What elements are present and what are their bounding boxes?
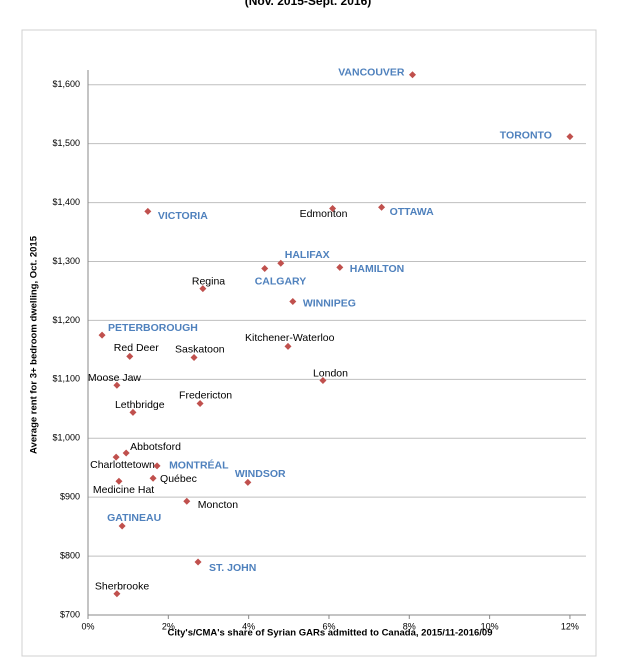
point-label: GATINEAU xyxy=(107,512,161,524)
point-label: WINDSOR xyxy=(235,468,286,480)
point-label: ST. JOHN xyxy=(209,562,256,574)
point-label: London xyxy=(313,367,348,379)
point-label: Edmonton xyxy=(300,208,348,220)
data-point xyxy=(122,449,130,457)
data-point xyxy=(194,558,202,566)
y-tick-label: $1,000 xyxy=(52,433,80,443)
point-label: HALIFAX xyxy=(285,249,330,261)
chart-subtitle: (Nov. 2015-Sept. 2016) xyxy=(245,0,372,8)
data-point xyxy=(199,285,207,293)
point-label: MONTRÉAL xyxy=(169,459,229,472)
point-label: VICTORIA xyxy=(158,210,208,222)
point-label: VANCOUVER xyxy=(338,66,405,78)
x-tick-label: 8% xyxy=(403,621,416,631)
data-point xyxy=(126,352,134,360)
point-label: Charlottetown xyxy=(90,459,155,471)
point-label: Fredericton xyxy=(179,389,232,401)
x-tick-label: 6% xyxy=(322,621,335,631)
x-tick-label: 12% xyxy=(561,621,579,631)
point-label: HAMILTON xyxy=(350,263,404,275)
point-label: CALGARY xyxy=(255,275,307,287)
data-point xyxy=(378,203,386,211)
data-point xyxy=(244,478,252,486)
data-point xyxy=(183,497,191,505)
point-label: PETERBOROUGH xyxy=(108,322,198,334)
data-point xyxy=(112,453,120,461)
y-tick-label: $1,500 xyxy=(52,138,80,148)
data-point xyxy=(261,265,269,273)
chart-frame xyxy=(21,29,597,657)
point-label: Kitchener-Waterloo xyxy=(245,332,335,344)
data-point xyxy=(566,133,574,141)
y-axis-label: Average rent for 3+ bedroom dwelling, Oc… xyxy=(29,235,40,454)
y-tick-label: $1,100 xyxy=(52,374,80,384)
y-tick-label: $900 xyxy=(60,492,80,502)
data-point xyxy=(409,71,417,79)
point-label: Lethbridge xyxy=(115,399,165,411)
data-point xyxy=(129,408,137,416)
point-label: Regina xyxy=(192,275,225,287)
point-label: Moncton xyxy=(198,499,238,511)
data-point xyxy=(115,477,123,485)
data-point xyxy=(113,590,121,598)
x-tick-label: 2% xyxy=(162,621,175,631)
point-label: Saskatoon xyxy=(175,343,225,355)
y-tick-label: $700 xyxy=(60,609,80,619)
point-label: Sherbrooke xyxy=(95,581,149,593)
point-label: WINNIPEG xyxy=(303,297,356,309)
x-tick-label: 10% xyxy=(481,621,499,631)
y-tick-label: $800 xyxy=(60,550,80,560)
data-point xyxy=(319,377,327,385)
data-point xyxy=(149,474,157,482)
x-axis-label: City's/CMA's share of Syrian GARs admitt… xyxy=(167,628,492,639)
data-point xyxy=(336,263,344,271)
data-point xyxy=(98,331,106,339)
point-label: Abbotsford xyxy=(130,441,181,453)
y-tick-label: $1,200 xyxy=(52,315,80,325)
data-point xyxy=(113,381,121,389)
data-point xyxy=(289,298,297,306)
point-label: Red Deer xyxy=(114,342,159,354)
point-label: Medicine Hat xyxy=(93,484,154,496)
point-label: OTTAWA xyxy=(390,206,435,218)
x-tick-label: 0% xyxy=(81,621,94,631)
data-point xyxy=(144,207,152,215)
data-point xyxy=(153,462,161,470)
y-tick-label: $1,300 xyxy=(52,256,80,266)
data-point xyxy=(196,399,204,407)
y-tick-label: $1,400 xyxy=(52,197,80,207)
data-point xyxy=(190,354,198,362)
point-label: Québec xyxy=(160,473,197,485)
y-tick-label: $1,600 xyxy=(52,79,80,89)
data-point xyxy=(284,342,292,350)
data-point xyxy=(277,259,285,267)
x-tick-label: 4% xyxy=(242,621,255,631)
point-label: TORONTO xyxy=(500,129,552,141)
data-point xyxy=(118,522,126,530)
point-label: Moose Jaw xyxy=(88,372,142,384)
data-point xyxy=(329,204,337,212)
